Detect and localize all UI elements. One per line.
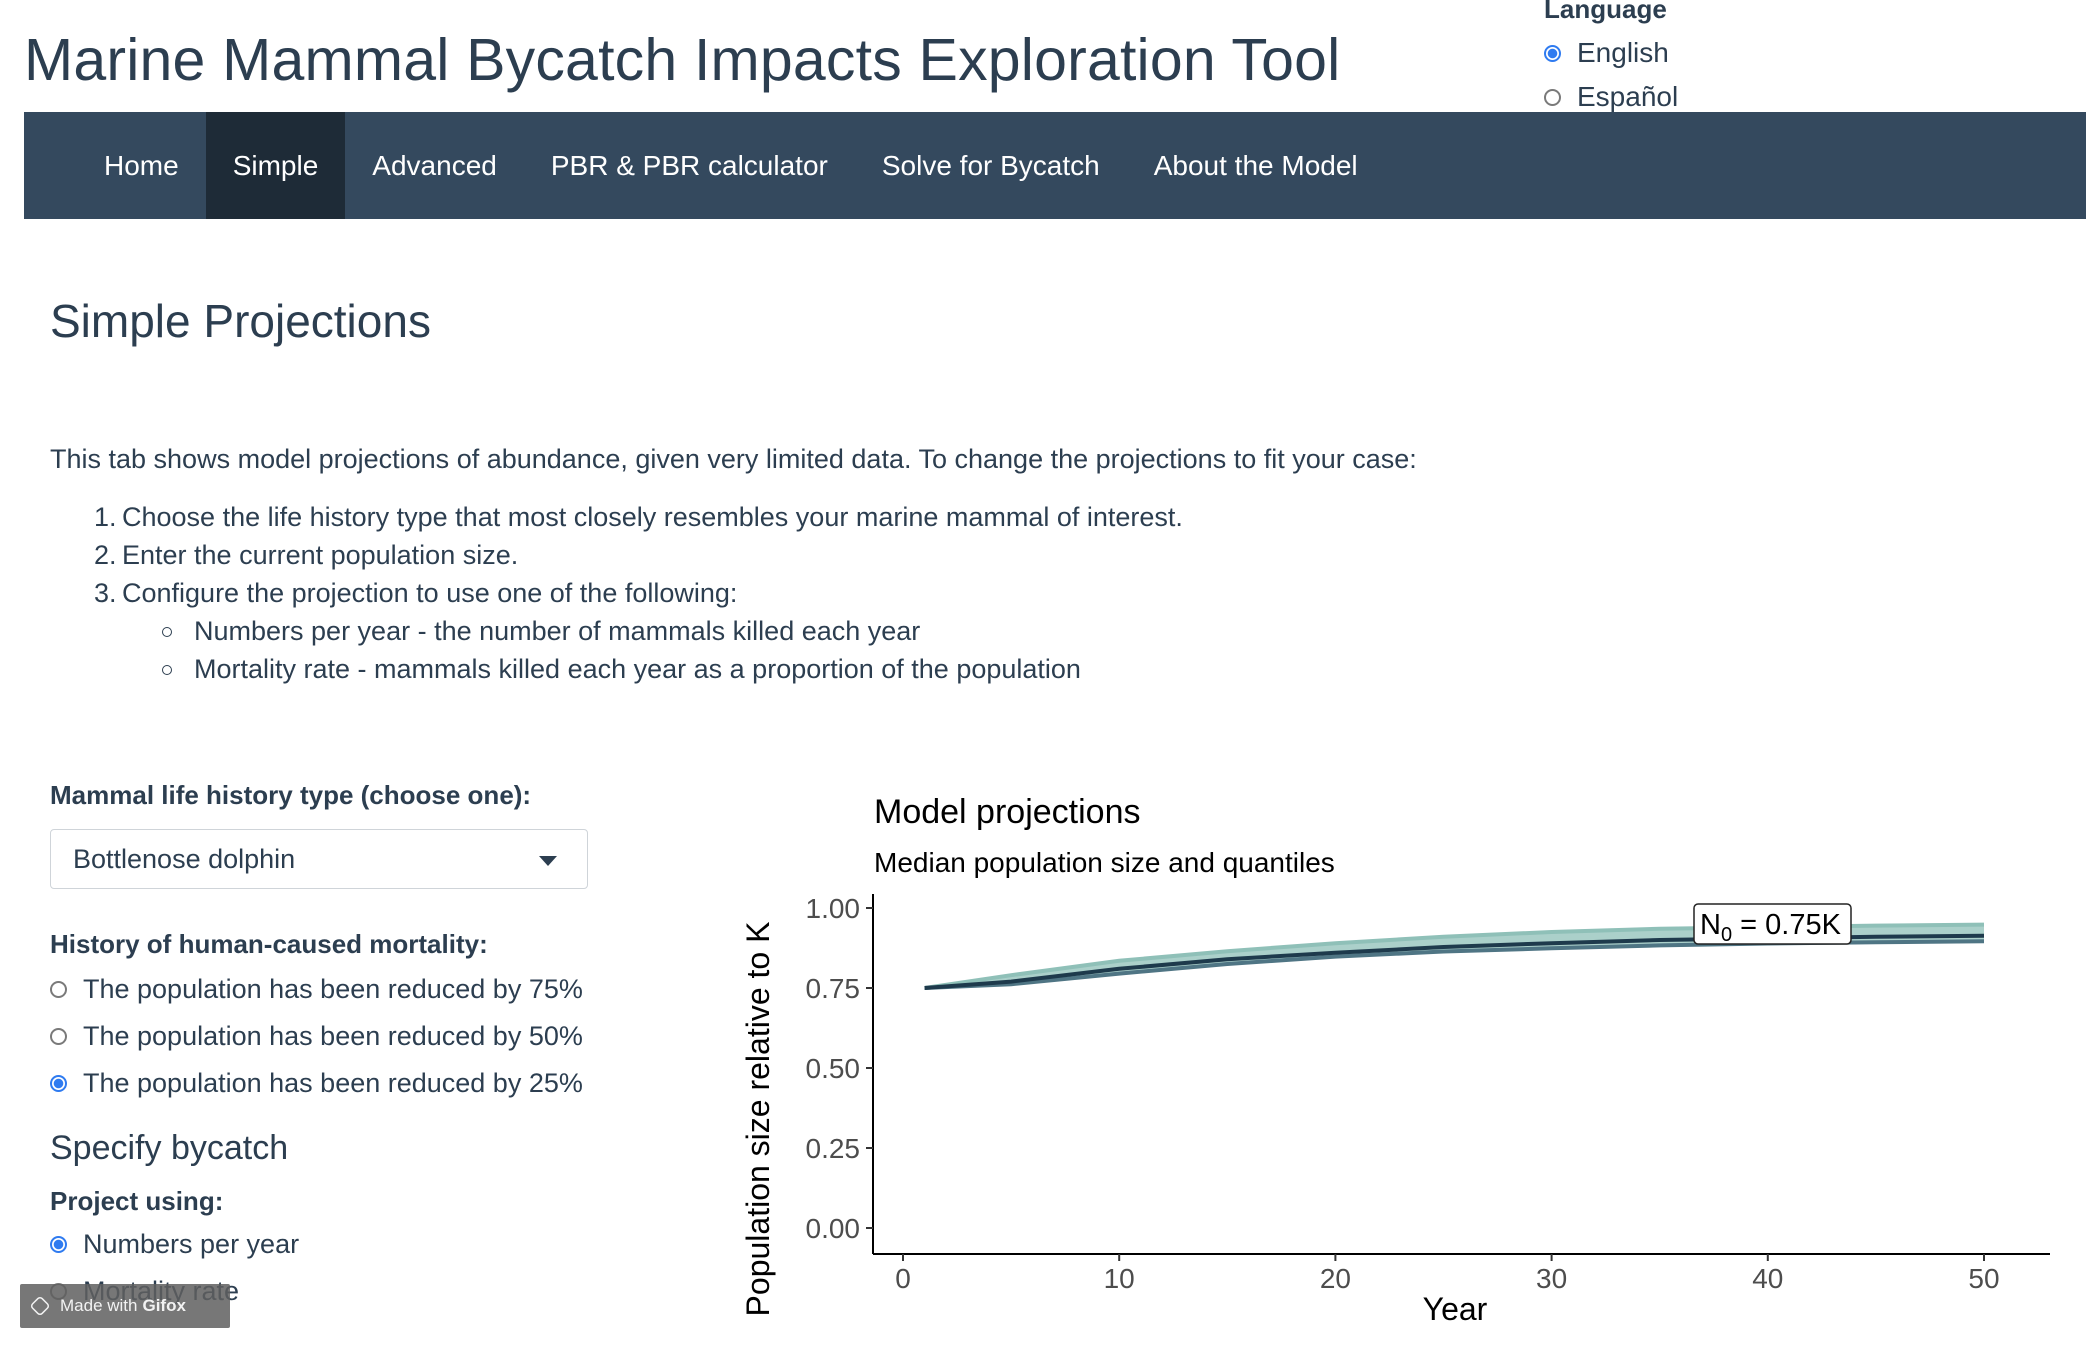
navbar: Home Simple Advanced PBR & PBR calculato… [24, 112, 2086, 219]
step-text: Enter the current population size. [122, 540, 519, 570]
project-option-label: Numbers per year [83, 1229, 300, 1259]
sub-step-text: Mortality rate - mammals killed each yea… [194, 654, 1081, 684]
radio-history-25[interactable] [50, 1075, 67, 1092]
language-selector: Language English Español [1544, 0, 1784, 112]
watermark-prefix: Made with [60, 1296, 138, 1315]
radio-history-75[interactable] [50, 981, 67, 998]
history-option-50[interactable]: The population has been reduced by 50% [50, 1013, 610, 1060]
y-tick-label: 0.25 [806, 1133, 861, 1164]
life-history-label: Mammal life history type (choose one): [50, 780, 532, 810]
step-text: Configure the projection to use one of t… [122, 578, 738, 608]
step-number: 2. [94, 540, 117, 570]
history-option-label: The population has been reduced by 25% [83, 1068, 583, 1098]
tab-home[interactable]: Home [104, 149, 179, 181]
x-tick-label: 10 [1104, 1263, 1135, 1294]
x-tick-label: 20 [1320, 1263, 1351, 1294]
tab-pbr-calculator[interactable]: PBR & PBR calculator [550, 149, 828, 181]
annotation-label: N0 = 0.75K [1700, 909, 1842, 946]
history-option-75[interactable]: The population has been reduced by 75% [50, 966, 610, 1013]
tab-simple[interactable]: Simple [205, 112, 346, 219]
app-title: Marine Mammal Bycatch Impacts Exploratio… [24, 27, 1341, 93]
step-text: Choose the life history type that most c… [122, 502, 1183, 532]
y-tick-label: 0.50 [806, 1053, 861, 1084]
language-option-espanol[interactable]: Español [1544, 81, 1784, 112]
model-projections-chart: Model projections Median population size… [740, 793, 2050, 1327]
bullet-icon [162, 627, 172, 637]
radio-history-50[interactable] [50, 1028, 67, 1045]
sub-step-text: Numbers per year - the number of mammals… [194, 616, 921, 646]
language-option-label: English [1577, 37, 1669, 68]
project-option-numbers[interactable]: Numbers per year [50, 1221, 610, 1268]
x-tick-label: 0 [895, 1263, 911, 1294]
history-option-25[interactable]: The population has been reduced by 25% [50, 1060, 610, 1107]
history-option-label: The population has been reduced by 75% [83, 974, 583, 1004]
page-heading: Simple Projections [50, 295, 431, 347]
sidebar: Mammal life history type (choose one): B… [50, 780, 610, 1315]
y-axis-label: Population size relative to K [740, 922, 776, 1317]
language-label: Language [1544, 0, 1667, 24]
bullet-icon [162, 665, 172, 675]
radio-numbers-per-year[interactable] [50, 1236, 67, 1253]
y-tick-label: 1.00 [806, 893, 861, 924]
x-tick-label: 40 [1752, 1263, 1783, 1294]
radio-english[interactable] [1544, 44, 1561, 62]
chevron-down-icon [539, 856, 557, 866]
history-label: History of human-caused mortality: [50, 929, 488, 959]
bycatch-heading: Specify bycatch [50, 1129, 289, 1167]
tab-solve-for-bycatch[interactable]: Solve for Bycatch [881, 149, 1100, 181]
tab-advanced[interactable]: Advanced [372, 149, 497, 181]
chart-subtitle: Median population size and quantiles [874, 847, 1335, 878]
radio-espanol[interactable] [1544, 88, 1561, 106]
chart-title: Model projections [874, 793, 1140, 831]
tab-about-the-model[interactable]: About the Model [1153, 149, 1358, 181]
life-history-select[interactable]: Bottlenose dolphin [50, 829, 588, 889]
step-number: 1. [94, 502, 117, 532]
x-tick-label: 30 [1536, 1263, 1567, 1294]
intro-text: This tab shows model projections of abun… [50, 444, 1417, 474]
watermark-brand: Gifox [142, 1296, 186, 1315]
language-option-english[interactable]: English [1544, 37, 1784, 69]
plot-area: 0.00 0.25 0.50 0.75 1.00 0 10 20 30 40 50 N0 = 0.75… [806, 893, 2050, 1294]
life-history-value: Bottlenose dolphin [73, 843, 296, 874]
step-number: 3. [94, 578, 117, 608]
project-using-label: Project using: [50, 1186, 224, 1216]
y-tick-label: 0.00 [806, 1213, 861, 1244]
x-tick-label: 50 [1968, 1263, 1999, 1294]
y-tick-label: 0.75 [806, 973, 861, 1004]
history-option-label: The population has been reduced by 50% [83, 1021, 583, 1051]
x-axis-label: Year [1423, 1291, 1488, 1327]
watermark-badge: Made with Gifox [20, 1284, 230, 1328]
language-option-label: Español [1577, 81, 1679, 112]
annotation-box [1693, 903, 1852, 945]
gifox-logo-icon [29, 1295, 51, 1317]
